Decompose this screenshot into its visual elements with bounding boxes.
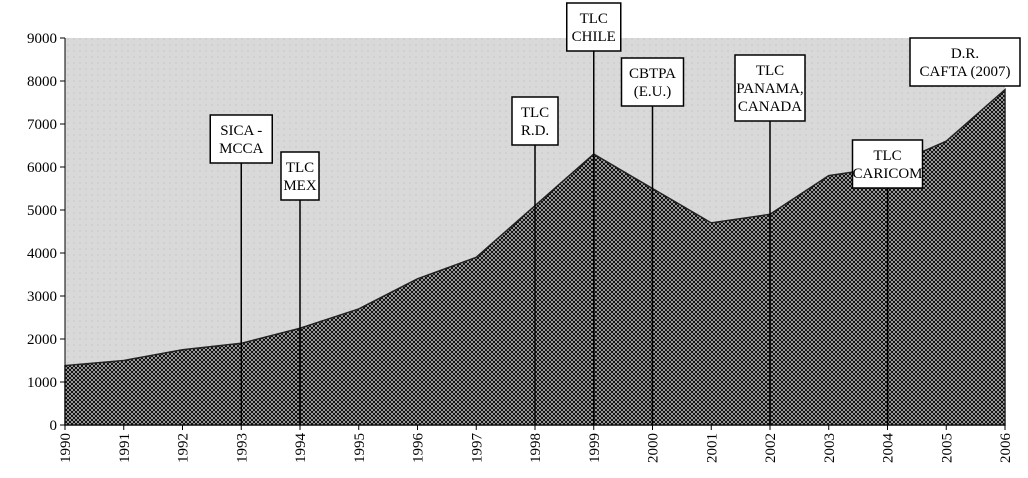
annotation-text: R.D. <box>521 123 549 139</box>
annotation-text: CAFTA (2007) <box>920 64 1011 80</box>
y-tick-label: 4000 <box>27 246 57 262</box>
y-tick-label: 0 <box>50 418 58 434</box>
annotation-text: TLC <box>521 105 549 121</box>
x-tick-label: 1993 <box>234 433 250 463</box>
annotation-text: MEX <box>283 178 317 194</box>
y-tick-label: 1000 <box>27 375 57 391</box>
annotation-text: PANAMA, <box>736 81 803 97</box>
x-tick-label: 1994 <box>293 433 309 464</box>
x-tick-label: 2006 <box>998 433 1014 464</box>
y-tick-label: 5000 <box>27 203 57 219</box>
annotation-text: CARICOM <box>852 166 922 182</box>
y-tick-label: 9000 <box>27 31 57 47</box>
x-tick-label: 1998 <box>528 433 544 463</box>
x-tick-label: 2003 <box>822 433 838 463</box>
x-tick-label: 1996 <box>411 433 427 464</box>
x-tick-label: 2001 <box>704 433 720 463</box>
annotation-text: CANADA <box>738 99 802 115</box>
annotation-box <box>851 139 924 189</box>
annotation-box <box>566 2 622 52</box>
annotation-text: SICA - <box>220 123 262 139</box>
y-tick-label: 7000 <box>27 117 57 133</box>
x-tick-label: 1995 <box>352 433 368 463</box>
annotation-text: TLC <box>286 160 314 176</box>
y-tick-label: 8000 <box>27 74 57 90</box>
annotation-box <box>734 54 806 122</box>
annotation-text: TLC <box>580 11 608 27</box>
y-tick-label: 6000 <box>27 160 57 176</box>
annotation-text: D.R. <box>951 46 979 62</box>
annotation-box <box>280 151 320 201</box>
x-tick-label: 1992 <box>176 433 192 463</box>
x-tick-label: 2005 <box>939 433 955 463</box>
annotation-text: TLC <box>873 148 901 164</box>
annotation-box <box>209 114 273 164</box>
x-tick-label: 1990 <box>58 433 74 463</box>
annotation-text: MCCA <box>219 141 263 157</box>
x-tick-label: 2000 <box>646 433 662 463</box>
x-tick-label: 1991 <box>117 433 133 463</box>
annotation-box <box>620 57 685 107</box>
x-tick-label: 1999 <box>587 433 603 463</box>
annotation-text: (E.U.) <box>634 84 672 100</box>
y-tick-label: 3000 <box>27 289 57 305</box>
x-tick-label: 2002 <box>763 433 779 463</box>
annotation-text: CBTPA <box>629 66 676 82</box>
annotation-text: CHILE <box>572 29 616 45</box>
annotation-box <box>909 37 1021 87</box>
x-tick-label: 2004 <box>881 433 897 464</box>
x-tick-label: 1997 <box>469 433 485 464</box>
annotation-text: TLC <box>756 63 784 79</box>
annotation-box <box>511 96 559 146</box>
y-tick-label: 2000 <box>27 332 57 348</box>
